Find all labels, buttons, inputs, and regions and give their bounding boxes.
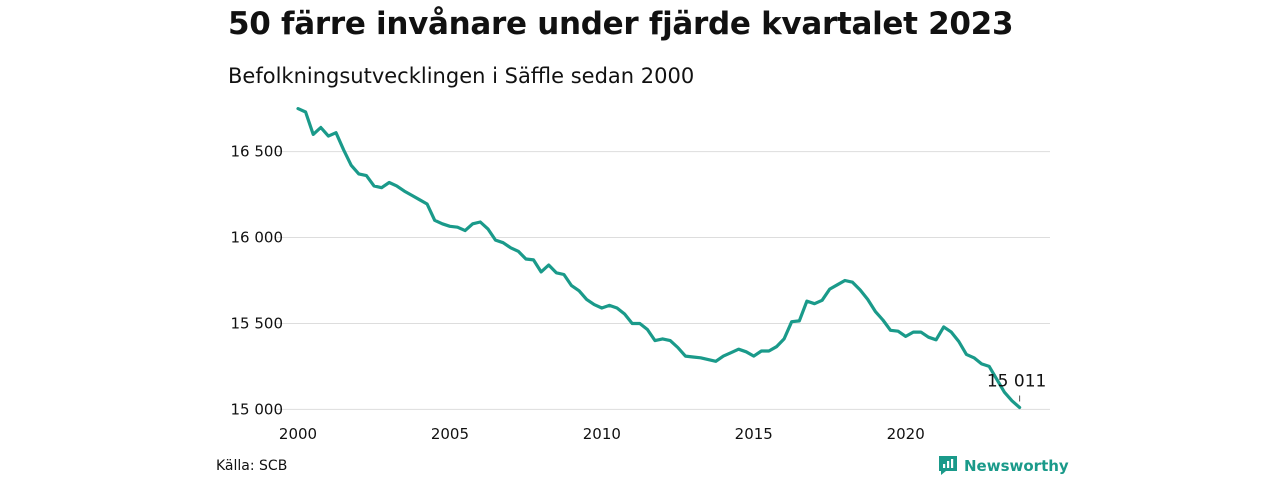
brand-name: Newsworthy <box>964 456 1069 475</box>
gridlines <box>275 151 1050 410</box>
x-tick-label: 2000 <box>279 425 317 443</box>
data-points <box>297 107 1022 409</box>
y-tick-label: 16 000 <box>231 229 284 247</box>
population-line <box>296 107 1022 410</box>
y-tick-label: 15 500 <box>231 314 284 332</box>
x-axis-tick-labels: 2000 2005 2010 2015 2020 <box>279 425 925 443</box>
chart-title: 50 färre invånare under fjärde kvartalet… <box>228 6 1014 42</box>
y-tick-label: 15 000 <box>231 400 284 418</box>
annotation-label: 15 011 <box>987 372 1046 392</box>
source-note: Källa: SCB <box>216 458 288 474</box>
brand-logo: Newsworthy <box>938 455 1069 476</box>
chart-subtitle: Befolkningsutvecklingen i Säffle sedan 2… <box>228 64 695 88</box>
newsworthy-chart-icon <box>939 456 957 475</box>
x-tick-label: 2010 <box>583 425 621 443</box>
y-axis-tick-labels: 15 000 15 500 16 000 16 500 <box>231 143 284 419</box>
x-tick-label: 2005 <box>431 425 469 443</box>
x-tick-label: 2020 <box>887 425 925 443</box>
y-tick-label: 16 500 <box>231 143 284 161</box>
x-tick-label: 2015 <box>735 425 773 443</box>
